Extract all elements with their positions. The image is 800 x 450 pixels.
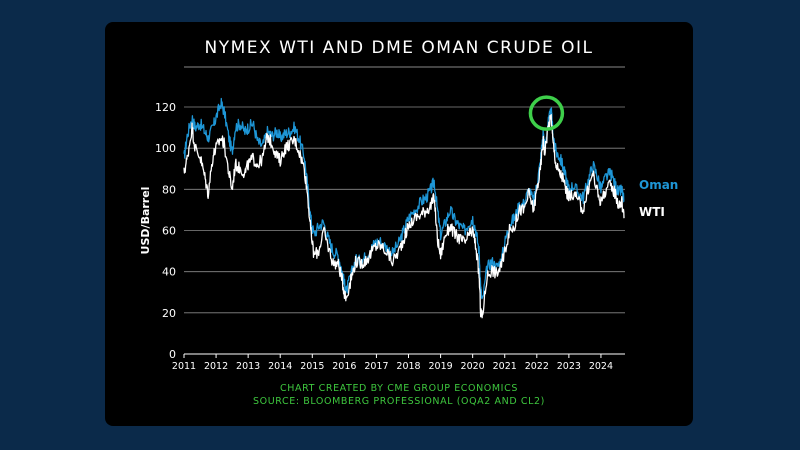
legend-wti: WTI bbox=[639, 205, 665, 219]
y-tick-label-40: 40 bbox=[162, 266, 176, 279]
x-tick-label-2012: 2012 bbox=[204, 361, 228, 372]
y-tick-label-20: 20 bbox=[162, 307, 176, 320]
x-tick-label-2021: 2021 bbox=[493, 361, 517, 372]
series-line-wti bbox=[183, 114, 625, 319]
y-tick-label-80: 80 bbox=[162, 183, 176, 196]
x-tick-label-2023: 2023 bbox=[557, 361, 581, 372]
x-tick-label-2014: 2014 bbox=[268, 361, 292, 372]
y-tick-label-60: 60 bbox=[162, 225, 176, 238]
x-tick-label-2020: 2020 bbox=[461, 361, 485, 372]
peak-highlight-circle bbox=[528, 95, 565, 131]
chart-source: SOURCE: BLOOMBERG PROFESSIONAL (OQA2 AND… bbox=[253, 396, 545, 407]
x-tick-label-2011: 2011 bbox=[172, 361, 196, 372]
y-tick-label-120: 120 bbox=[155, 101, 176, 114]
x-tick-label-2022: 2022 bbox=[525, 361, 549, 372]
chart-title: NYMEX WTI AND DME OMAN CRUDE OIL bbox=[204, 38, 594, 58]
y-tick-label-100: 100 bbox=[155, 142, 176, 155]
x-tick-label-2017: 2017 bbox=[364, 361, 388, 372]
line-chart: 0 20 40 60 80 100 120 2011 2012 2013 2014 2015 2016 2… bbox=[139, 66, 678, 372]
x-tick-label-2013: 2013 bbox=[236, 361, 260, 372]
y-tick-label-0: 0 bbox=[169, 348, 176, 361]
legend-oman: Oman bbox=[639, 178, 678, 192]
x-tick-label-2018: 2018 bbox=[396, 361, 420, 372]
x-tick-label-2015: 2015 bbox=[300, 361, 324, 372]
chart-credit: CHART CREATED BY CME GROUP ECONOMICS bbox=[280, 383, 518, 394]
y-axis-label: USD/Barrel bbox=[139, 187, 152, 255]
x-tick-label-2024: 2024 bbox=[589, 361, 613, 372]
x-tick-label-2019: 2019 bbox=[428, 361, 452, 372]
chart-card: NYMEX WTI AND DME OMAN CRUDE OIL 0 20 40 60… bbox=[105, 22, 693, 426]
series-line-oman bbox=[183, 97, 625, 300]
x-tick-label-2016: 2016 bbox=[332, 361, 356, 372]
